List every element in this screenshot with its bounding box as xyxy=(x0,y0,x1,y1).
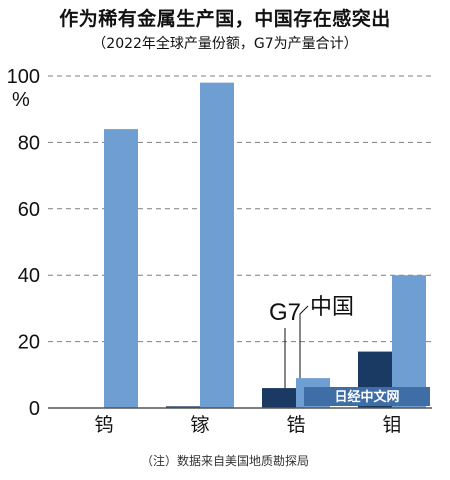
y-unit-label: % xyxy=(12,89,30,111)
bar-china-0 xyxy=(104,129,138,408)
china-series-label: 中国 xyxy=(310,295,354,320)
category-label: 钨 xyxy=(94,414,113,436)
y-tick-label: 80 xyxy=(18,132,40,154)
bar-g7-2 xyxy=(262,388,296,408)
category-labels: 钨镓锆钼 xyxy=(94,414,401,436)
bar-china-1 xyxy=(200,82,234,408)
y-tick-label: 60 xyxy=(18,199,40,221)
bar-g7-1 xyxy=(166,406,200,408)
y-tick-label: 100 xyxy=(7,66,40,88)
bar-china-3 xyxy=(392,275,426,408)
y-tick-label: 40 xyxy=(18,265,40,287)
chart-title: 作为稀有金属生产国，中国存在感突出 xyxy=(59,8,391,30)
source-note: （注）数据来自美国地质勘探局 xyxy=(140,454,309,468)
watermark: 日经中文网 xyxy=(304,387,430,406)
series-annotations: G7 中国 xyxy=(269,295,354,389)
bars xyxy=(104,82,426,408)
y-tick-label: 0 xyxy=(29,398,40,420)
china-leader-line xyxy=(299,305,309,379)
watermark-bg xyxy=(304,387,430,406)
category-label: 钼 xyxy=(382,414,401,436)
watermark-text: 日经中文网 xyxy=(334,389,399,405)
category-label: 锆 xyxy=(286,414,305,436)
g7-series-label: G7 xyxy=(269,299,301,326)
chart-subtitle: （2022年全球产量份额，G7为产量合计） xyxy=(92,36,358,52)
y-tick-label: 20 xyxy=(18,332,40,354)
y-tick-labels: 0 20 40 60 80 100 xyxy=(7,66,40,420)
category-label: 镓 xyxy=(190,414,209,436)
